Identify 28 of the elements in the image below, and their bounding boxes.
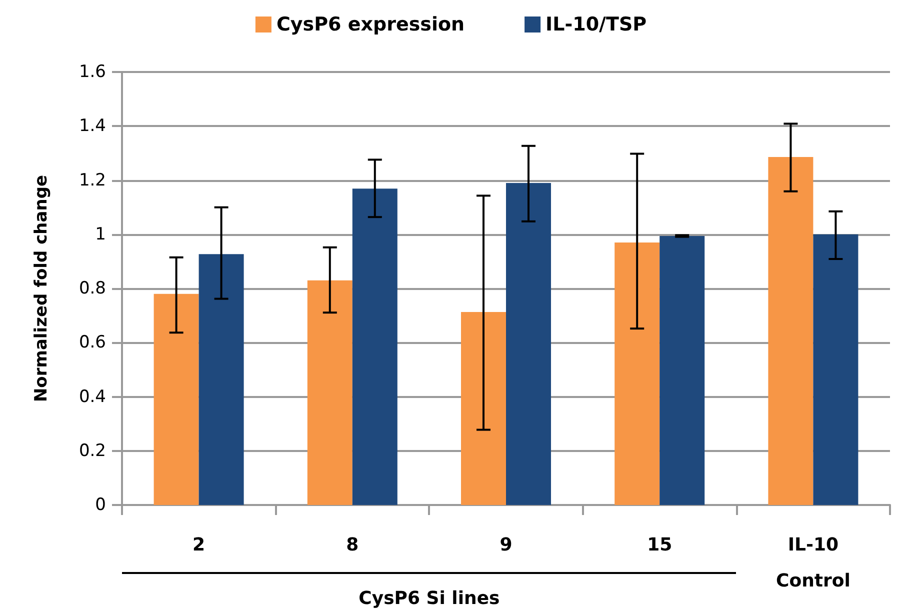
x-tick-label: IL-10 Control (776, 534, 850, 592)
y-tick-label: 1.4 (78, 116, 106, 136)
bar (660, 236, 705, 505)
bar (614, 242, 660, 505)
y-tick-label: 0.2 (78, 440, 106, 461)
bar (352, 188, 398, 505)
text: CysP6 Si lines (358, 588, 501, 609)
bar (813, 234, 858, 505)
bar (154, 294, 199, 505)
legend-label: IL-10/TSP (546, 14, 647, 36)
legend-label: CysP6 expression (276, 14, 465, 36)
bar (307, 280, 352, 505)
x-tick-label: 9 (500, 534, 512, 556)
y-tick-label: 0.6 (78, 332, 106, 353)
y-tick-label: 0.8 (78, 278, 106, 298)
bar (506, 182, 551, 505)
x-tick-label: 2 (192, 534, 206, 556)
y-tick-label: 0 (95, 495, 106, 515)
bar (461, 312, 506, 505)
y-tick-label: 1.2 (78, 170, 106, 190)
y-tick-label: 1 (95, 224, 106, 244)
y-axis-title: Normalized fold change (32, 174, 52, 402)
bar (768, 156, 814, 505)
y-tick-label: 1.6 (78, 62, 106, 82)
x-tick-label: 15 (647, 534, 672, 556)
bar (198, 254, 244, 505)
y-tick-label: 0.4 (78, 386, 106, 407)
x-tick-label: 8 (346, 534, 359, 556)
